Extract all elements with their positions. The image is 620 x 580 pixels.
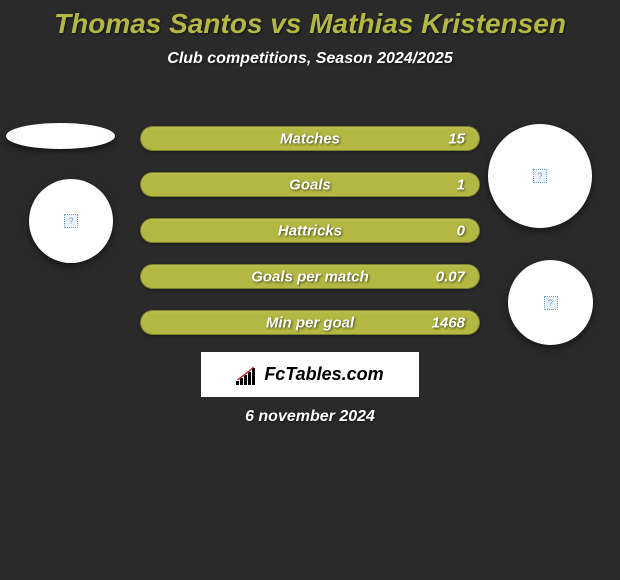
stat-value: 1468 <box>432 314 465 331</box>
comparison-title: Thomas Santos vs Mathias Kristensen <box>0 0 620 40</box>
stats-panel: Matches 15 Goals 1 Hattricks 0 Goals per match… <box>140 126 480 356</box>
comparison-widget: { "title": { "text": "Thomas Santos vs M… <box>0 0 620 580</box>
player-avatar-circle-bottom-right: ? <box>508 260 593 345</box>
stat-label: Matches <box>280 130 340 147</box>
player-avatar-circle-top-right: ? <box>488 124 592 228</box>
brand-text: FcTables.com <box>264 364 383 385</box>
stat-label: Goals <box>289 176 331 193</box>
snapshot-date: 6 november 2024 <box>0 408 620 426</box>
stat-row: Goals per match 0.07 <box>140 264 480 289</box>
stat-value: 1 <box>457 176 465 193</box>
stat-label: Goals per match <box>251 268 369 285</box>
stat-row: Goals 1 <box>140 172 480 197</box>
stat-row: Hattricks 0 <box>140 218 480 243</box>
brand-chart-icon <box>236 365 258 385</box>
stat-value: 15 <box>448 130 465 147</box>
stat-label: Hattricks <box>278 222 342 239</box>
image-placeholder-icon: ? <box>64 214 78 228</box>
image-placeholder-icon: ? <box>533 169 547 183</box>
comparison-subtitle: Club competitions, Season 2024/2025 <box>0 50 620 68</box>
stat-row: Matches 15 <box>140 126 480 151</box>
stat-value: 0 <box>457 222 465 239</box>
brand-badge: FcTables.com <box>201 352 419 397</box>
stat-value: 0.07 <box>436 268 465 285</box>
image-placeholder-icon: ? <box>544 296 558 310</box>
stat-row: Min per goal 1468 <box>140 310 480 335</box>
stat-label: Min per goal <box>266 314 354 331</box>
player-avatar-circle-left: ? <box>29 179 113 263</box>
player-avatar-placeholder-ellipse <box>6 123 115 149</box>
